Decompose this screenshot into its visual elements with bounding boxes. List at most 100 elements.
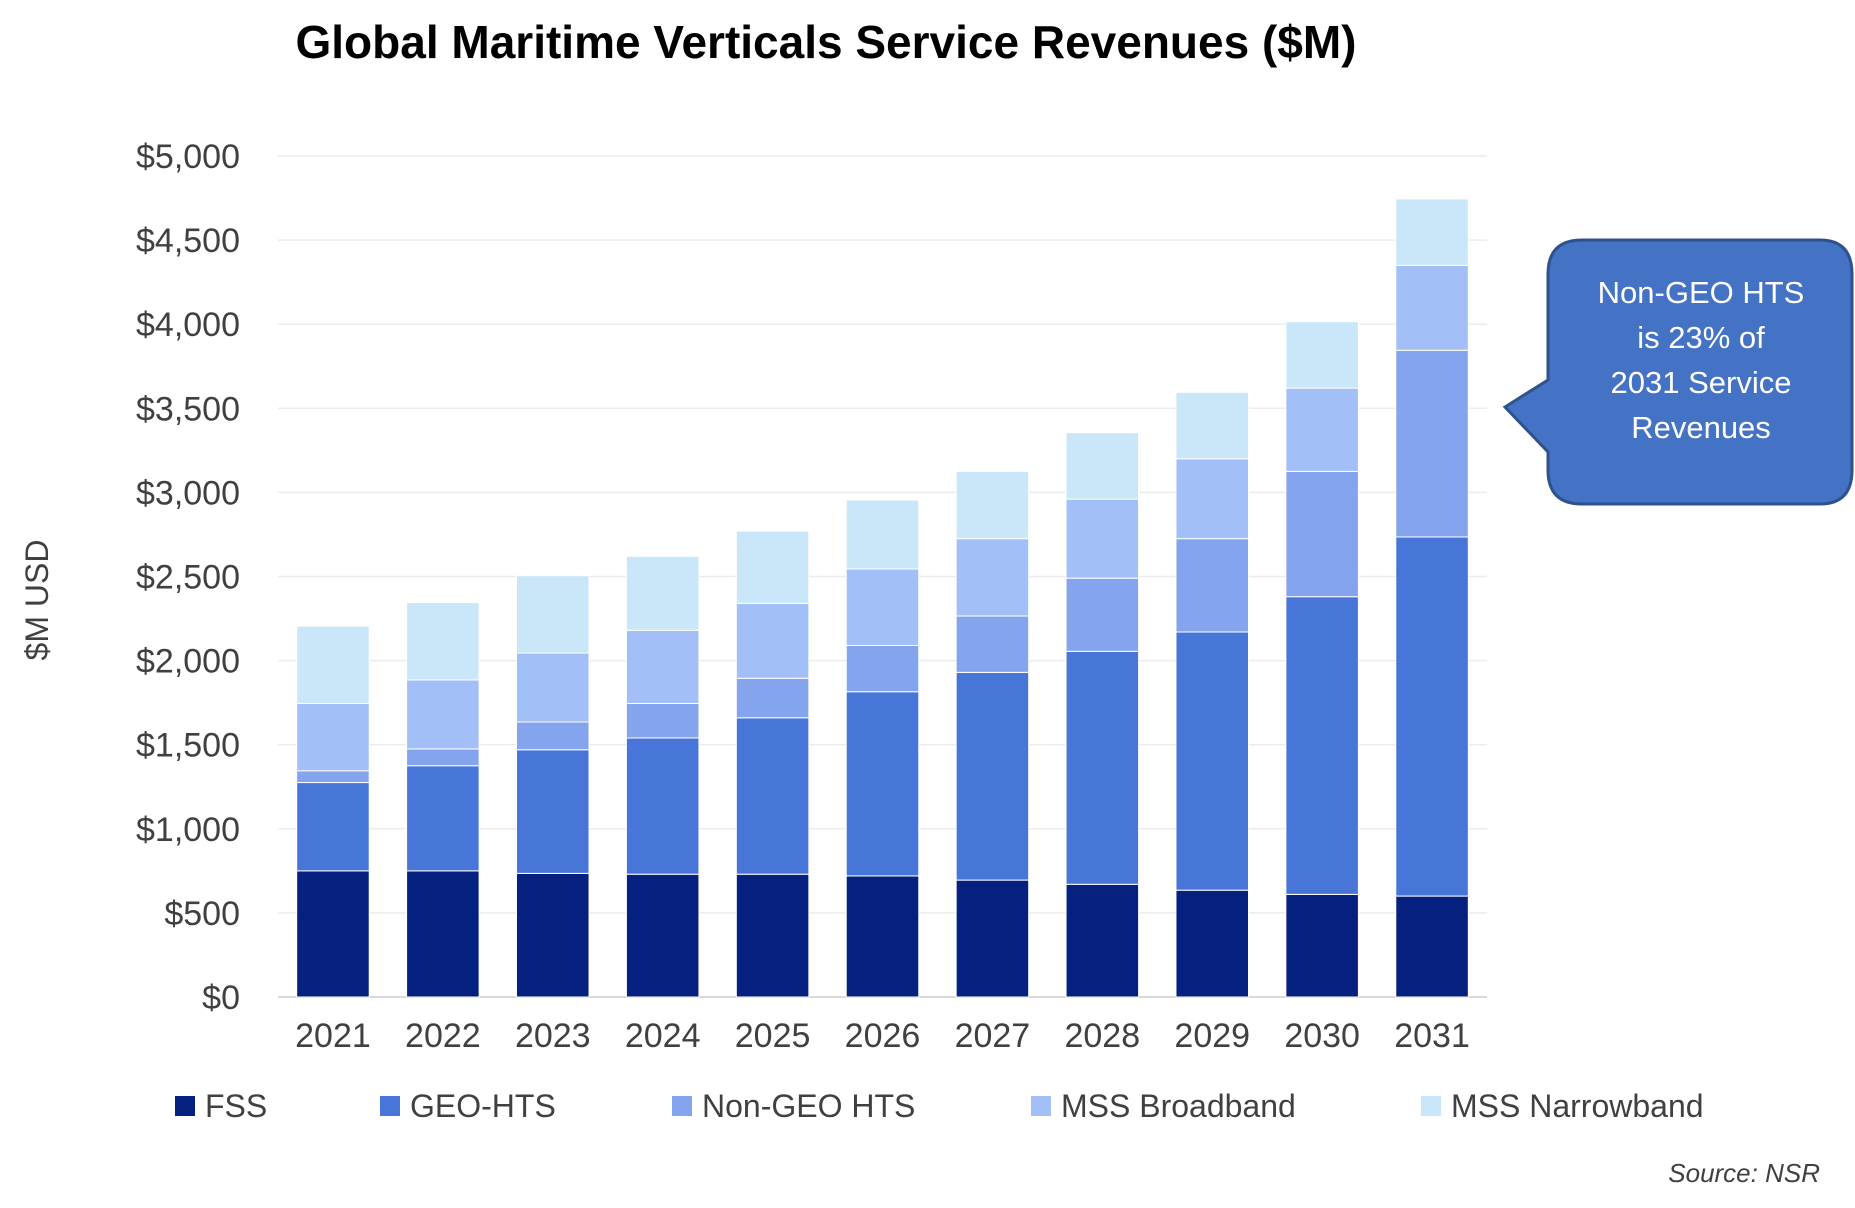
legend-label: FSS xyxy=(205,1088,267,1124)
bar-segment xyxy=(406,748,480,767)
y-tick-label: $3,500 xyxy=(136,390,240,428)
bar-segment xyxy=(296,870,370,998)
bar-segment xyxy=(1395,198,1469,266)
bar-segment xyxy=(955,671,1030,881)
bar-segment xyxy=(735,717,810,875)
bar-segment xyxy=(296,782,370,872)
y-tick-label: $3,000 xyxy=(136,474,240,512)
x-tick-label: 2022 xyxy=(405,1017,481,1055)
bar-segment xyxy=(845,644,920,693)
bar-segment xyxy=(1175,889,1249,998)
x-tick-label: 2030 xyxy=(1284,1017,1360,1055)
bars xyxy=(296,198,1469,998)
bar-segment xyxy=(296,625,370,704)
bar-segment xyxy=(406,679,480,750)
legend-label: GEO-HTS xyxy=(410,1088,556,1124)
y-axis-ticks: $0 $500 $1,000 $1,500 $2,000 $2,500 $3,000 $3,5… xyxy=(136,138,240,1017)
bar-segment xyxy=(625,702,700,739)
bar-segment xyxy=(735,873,810,998)
callout-bubble xyxy=(1502,238,1854,506)
y-tick-label: $4,000 xyxy=(136,306,240,344)
y-axis-label: $M USD xyxy=(19,540,55,661)
bar-segment xyxy=(625,737,700,875)
bar-segment xyxy=(1175,391,1249,460)
bar-segment xyxy=(1395,895,1469,998)
legend-label: Non-GEO HTS xyxy=(702,1088,915,1124)
callout-text-line: Revenues xyxy=(1631,410,1771,445)
x-tick-label: 2031 xyxy=(1394,1017,1470,1055)
bar-segment xyxy=(735,530,810,604)
bar-segment xyxy=(1065,883,1140,998)
x-tick-label: 2028 xyxy=(1064,1017,1140,1055)
legend-label: MSS Broadband xyxy=(1061,1088,1296,1124)
bar-segment xyxy=(845,568,920,646)
bar-segment xyxy=(955,879,1030,998)
chart-title: Global Maritime Verticals Service Revenu… xyxy=(295,16,1356,68)
bar-segment xyxy=(955,615,1030,673)
bar-segment xyxy=(406,870,480,998)
legend-swatch xyxy=(380,1096,400,1116)
x-tick-label: 2029 xyxy=(1174,1017,1250,1055)
x-tick-label: 2024 xyxy=(625,1017,701,1055)
bar-segment xyxy=(516,749,590,874)
bar-segment xyxy=(516,652,590,723)
source-note: Source: NSR xyxy=(1668,1158,1820,1188)
bar-segment xyxy=(1175,458,1249,540)
bar-segment xyxy=(625,555,700,631)
bar-segment xyxy=(406,602,480,681)
legend-swatch xyxy=(672,1096,692,1116)
bar-segment xyxy=(845,875,920,998)
bar-segment xyxy=(735,677,810,719)
bar-segment xyxy=(845,499,920,570)
bar-segment xyxy=(625,629,700,704)
bar-segment xyxy=(516,721,590,751)
bar-segment xyxy=(625,873,700,998)
bar-segment xyxy=(1285,893,1359,998)
bar-segment xyxy=(1285,596,1359,895)
legend-swatch xyxy=(1031,1096,1051,1116)
bar-segment xyxy=(1285,470,1359,598)
y-tick-label: $2,000 xyxy=(136,643,240,681)
x-tick-label: 2025 xyxy=(735,1017,811,1055)
bar-segment xyxy=(735,602,810,679)
bar-segment xyxy=(1065,650,1140,885)
bar-segment xyxy=(516,872,590,998)
y-tick-label: $2,500 xyxy=(136,559,240,597)
y-tick-label: $1,500 xyxy=(136,727,240,765)
legend-swatch xyxy=(175,1096,195,1116)
callout-text-line: Non-GEO HTS xyxy=(1598,275,1805,310)
bar-segment xyxy=(955,538,1030,617)
x-tick-label: 2026 xyxy=(845,1017,921,1055)
bar-segment xyxy=(1395,264,1469,351)
bar-segment xyxy=(1395,536,1469,897)
bar-segment xyxy=(955,470,1030,540)
x-axis-ticks: 2021 2022 2023 2024 2025 2026 2027 2028 2029 2030… xyxy=(295,1017,1470,1055)
x-tick-label: 2027 xyxy=(955,1017,1031,1055)
bar-segment xyxy=(296,770,370,784)
bar-segment xyxy=(1175,631,1249,891)
x-tick-label: 2023 xyxy=(515,1017,591,1055)
y-tick-label: $4,500 xyxy=(136,222,240,260)
callout-text-line: 2031 Service xyxy=(1611,365,1792,400)
bar-segment xyxy=(406,765,480,872)
callout-text-line: is 23% of xyxy=(1637,320,1765,355)
callout: Non-GEO HTS is 23% of 2031 Service Revenues xyxy=(1502,238,1854,506)
bar-segment xyxy=(1065,498,1140,579)
bar-segment xyxy=(1285,321,1359,389)
legend-label: MSS Narrowband xyxy=(1451,1088,1704,1124)
y-tick-label: $5,000 xyxy=(136,138,240,176)
bar-segment xyxy=(845,691,920,877)
y-tick-label: $0 xyxy=(202,979,240,1017)
bar-segment xyxy=(1395,349,1469,538)
bar-segment xyxy=(516,575,590,654)
x-tick-label: 2021 xyxy=(295,1017,371,1055)
bar-segment xyxy=(1065,577,1140,652)
legend-swatch xyxy=(1421,1096,1441,1116)
bar-segment xyxy=(296,702,370,772)
y-tick-label: $500 xyxy=(164,895,240,933)
bar-segment xyxy=(1285,387,1359,472)
legend: FSS GEO-HTS Non-GEO HTS MSS Broadband MSS Na… xyxy=(175,1088,1704,1124)
y-tick-label: $1,000 xyxy=(136,811,240,849)
bar-segment xyxy=(1065,432,1140,500)
